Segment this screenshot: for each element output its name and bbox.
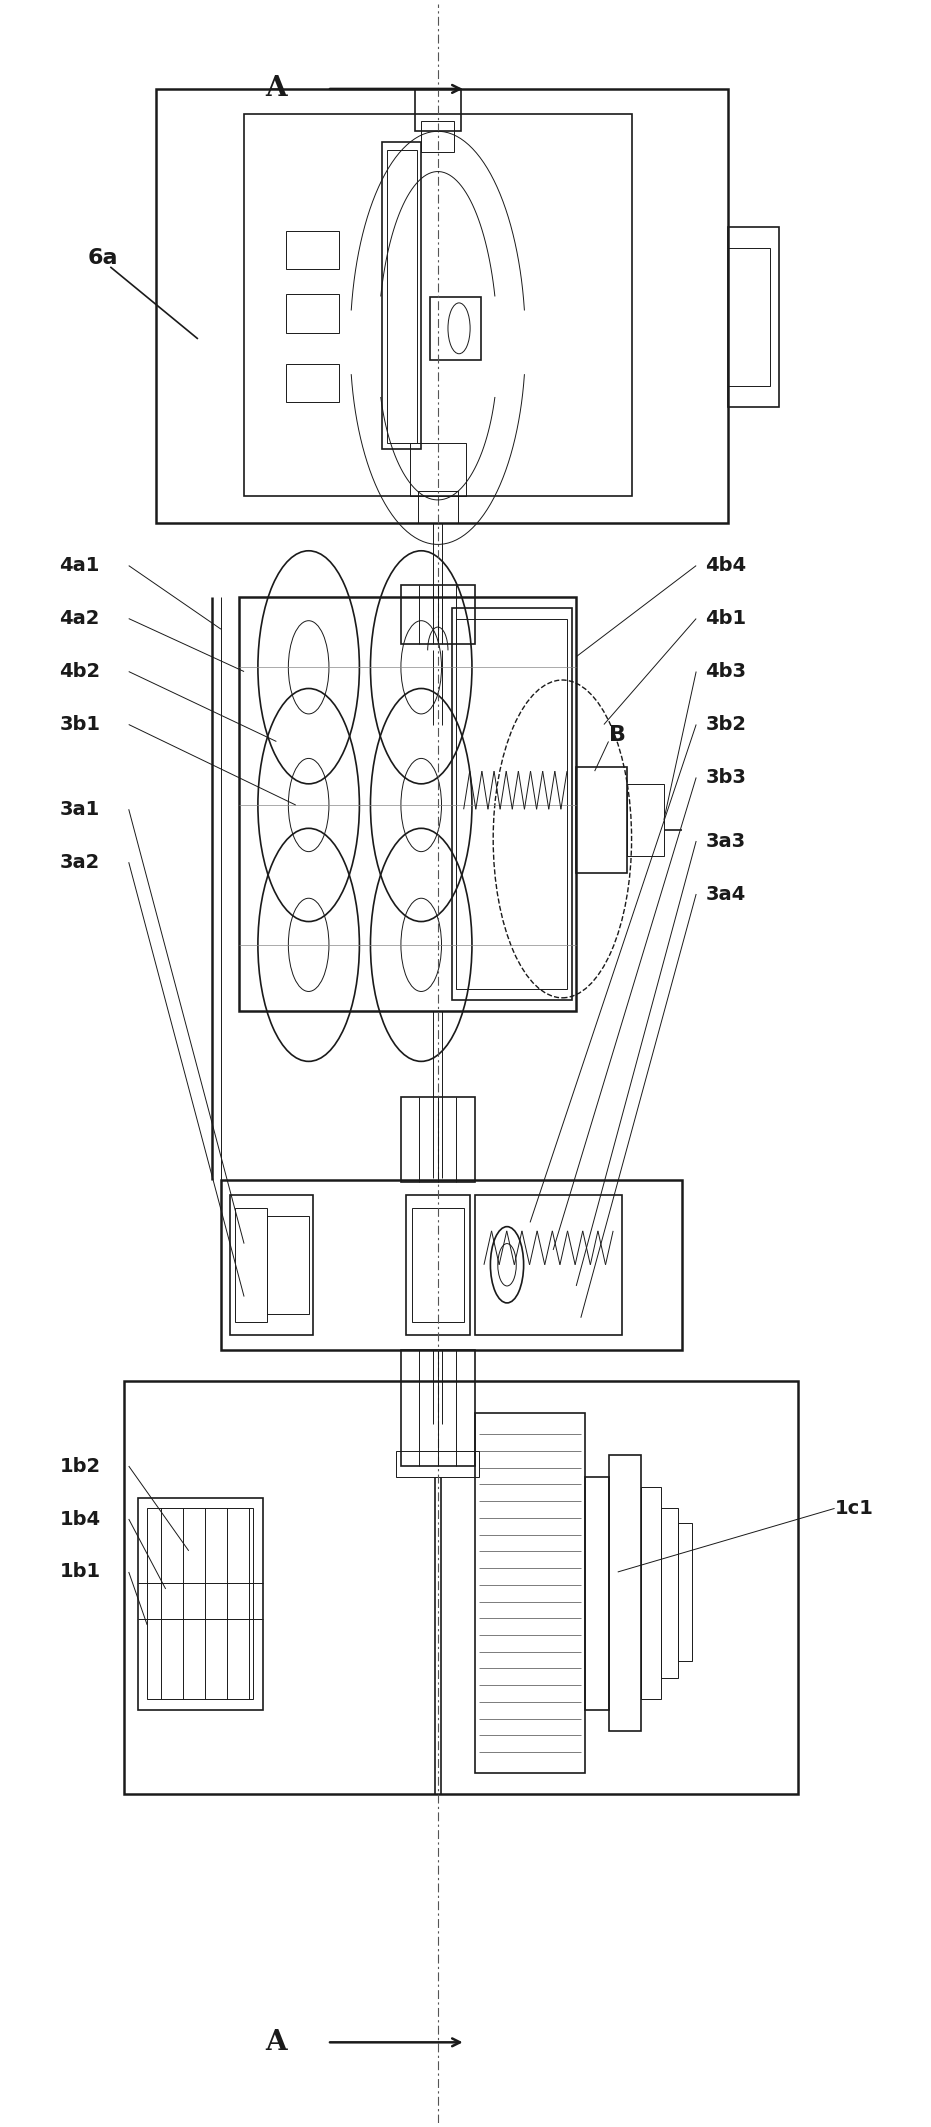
Bar: [401, 1098, 475, 1183]
Text: 3a2: 3a2: [60, 853, 100, 872]
Bar: [147, 1508, 253, 1699]
Bar: [411, 442, 466, 496]
Text: 3b2: 3b2: [706, 715, 747, 734]
Text: 6a: 6a: [88, 249, 117, 268]
Text: 1b2: 1b2: [60, 1457, 101, 1476]
Bar: [397, 1451, 479, 1476]
Bar: [239, 598, 576, 1010]
Circle shape: [491, 1227, 523, 1304]
Text: 3b1: 3b1: [60, 715, 101, 734]
Text: 4a2: 4a2: [60, 608, 100, 627]
Text: 4b2: 4b2: [60, 661, 101, 681]
Circle shape: [498, 1244, 517, 1287]
Circle shape: [448, 302, 470, 353]
Bar: [728, 228, 779, 406]
Text: 4b4: 4b4: [706, 555, 747, 574]
Bar: [156, 89, 728, 523]
Bar: [414, 89, 461, 132]
Text: A: A: [265, 74, 287, 102]
Bar: [286, 232, 339, 268]
Bar: [661, 1508, 678, 1678]
Text: 3a3: 3a3: [706, 832, 746, 851]
Text: 4a1: 4a1: [60, 555, 100, 574]
Text: 1b1: 1b1: [60, 1563, 101, 1582]
Text: 1b4: 1b4: [60, 1510, 101, 1529]
Bar: [421, 121, 454, 153]
Bar: [430, 296, 481, 359]
Bar: [456, 619, 567, 989]
Bar: [641, 1487, 661, 1699]
Text: 1c1: 1c1: [834, 1500, 873, 1519]
Bar: [401, 585, 475, 644]
Bar: [627, 785, 664, 855]
Bar: [235, 1208, 267, 1323]
Text: 4b3: 4b3: [706, 661, 747, 681]
Bar: [678, 1523, 692, 1661]
Bar: [452, 608, 572, 1000]
Bar: [576, 768, 627, 872]
Bar: [586, 1476, 609, 1710]
Text: B: B: [609, 725, 626, 744]
Bar: [286, 294, 339, 332]
Bar: [406, 1195, 470, 1334]
Bar: [387, 151, 416, 442]
Bar: [244, 115, 631, 496]
Bar: [475, 1195, 622, 1334]
Bar: [728, 249, 770, 385]
Bar: [124, 1380, 798, 1795]
Text: 3b3: 3b3: [706, 768, 747, 787]
Bar: [412, 1208, 464, 1323]
Text: A: A: [265, 2029, 287, 2057]
Text: 4b1: 4b1: [706, 608, 747, 627]
Text: 3a1: 3a1: [60, 800, 100, 819]
Bar: [475, 1412, 586, 1774]
Bar: [417, 491, 458, 523]
Text: 3a4: 3a4: [706, 885, 746, 904]
Bar: [221, 1180, 682, 1349]
Bar: [609, 1455, 641, 1731]
Bar: [286, 364, 339, 402]
Bar: [383, 143, 421, 449]
Bar: [401, 1349, 475, 1466]
Bar: [138, 1497, 263, 1710]
Bar: [230, 1195, 313, 1334]
Bar: [267, 1217, 309, 1314]
